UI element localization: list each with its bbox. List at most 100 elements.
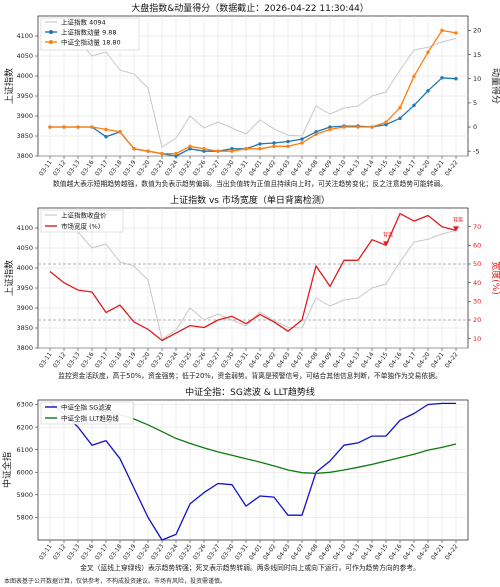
x-tick-label: 03-27 [206,543,222,561]
x-tick-label: 03-12 [52,351,68,369]
series-point-1 [314,130,318,134]
x-tick-label: 04-01 [248,543,264,561]
series-point-2 [314,132,318,136]
y-tick-label: 5800 [16,514,33,522]
x-tick-label: 03-13 [66,159,82,177]
x-tick-label: 04-16 [388,159,404,177]
series-point-2 [118,130,122,134]
legend-label-index: 上证指数 4094 [61,18,106,27]
x-tick-label: 03-11 [38,159,54,177]
x-tick-label: 04-13 [346,159,362,177]
x-tick-label: 03-17 [94,159,110,177]
x-tick-label: 03-31 [234,351,250,369]
x-tick-label: 03-31 [234,543,250,561]
x-tick-label: 04-08 [304,543,320,561]
y-tick-label: 4050 [16,244,33,252]
x-tick-label: 03-25 [178,543,194,561]
x-tick-label: 04-13 [346,351,362,369]
legend-marker-csi-momentum [49,40,53,44]
panel2-legend: 上证指数收盘价 市场宽度 (%) [40,209,124,233]
x-tick-label: 04-21 [430,159,446,177]
x-tick-label: 03-24 [164,351,180,369]
y-tick-label: 6000 [16,468,33,476]
x-tick-label: 04-14 [360,159,376,177]
x-tick-label: 03-19 [122,543,138,561]
x-tick-label: 03-26 [192,351,208,369]
x-tick-label: 04-17 [402,351,418,369]
series-point-2 [230,149,234,153]
x-tick-label: 04-15 [374,351,390,369]
x-tick-label: 03-18 [108,159,124,177]
series-point-1 [328,125,332,129]
x-tick-label: 03-20 [136,543,152,561]
panel1-legend: 上证指数 4094 上证指数动量 9.88 中证全指动量 18.80 [40,18,140,51]
panel2-y2label: 宽度(%) [490,261,500,295]
series-point-1 [300,137,304,141]
x-tick-label: 03-23 [150,351,166,369]
x-tick-label: 04-02 [262,543,278,561]
legend-label-index-momentum: 上证指数动量 9.88 [61,28,117,37]
x-tick-label: 03-19 [122,351,138,369]
series-point-1 [230,147,234,151]
x-tick-label: 03-11 [38,543,54,561]
series-point-1 [384,122,388,127]
y2-tick-label: 40 [473,279,481,287]
series-point-2 [104,127,108,132]
series-point-2 [272,144,276,149]
y2-tick-label: 70 [473,223,481,231]
x-tick-label: 04-07 [290,159,306,177]
panel1-ylabel: 上证指数 [3,68,15,104]
legend-label-breadth: 市场宽度 (%) [61,222,100,231]
y2-tick-label: 10 [473,75,481,83]
divergence-label: 背离 [453,216,463,223]
series-line-1 [49,212,457,342]
y-tick-label: 4000 [16,264,33,272]
x-tick-label: 04-16 [388,351,404,369]
series-point-1 [440,76,444,80]
x-tick-label: 03-30 [220,159,236,177]
x-tick-label: 04-09 [318,351,334,369]
series-point-2 [216,149,220,153]
y2-tick-label: 10 [473,335,481,343]
y-tick-label: 3800 [16,152,33,160]
series-point-1 [258,142,262,146]
divergence-marker [383,241,389,247]
y-tick-label: 3900 [16,112,33,120]
series-point-2 [426,50,430,54]
y-tick-label: 3850 [16,132,33,140]
x-tick-label: 04-20 [416,543,432,561]
x-tick-label: 04-22 [444,351,460,369]
x-tick-label: 03-16 [80,159,96,177]
x-tick-label: 04-07 [290,543,306,561]
y-tick-label: 3800 [16,344,33,352]
x-tick-label: 04-02 [262,351,278,369]
x-tick-label: 04-14 [360,543,376,561]
x-tick-label: 03-25 [178,351,194,369]
series-point-1 [412,103,416,108]
x-tick-label: 04-21 [430,543,446,561]
y-tick-label: 5900 [16,491,33,499]
x-tick-label: 03-20 [136,159,152,177]
panel1-title: 大盘指数&动量得分（数据截止：2026-04-22 11:30:44） [131,2,369,14]
series-point-2 [160,151,164,156]
x-tick-label: 03-27 [206,159,222,177]
series-point-1 [174,154,178,158]
legend-label-sg: 中证全指 SG滤波 [61,403,112,412]
series-point-1 [202,149,206,153]
panel3-caption: 金叉（蓝线上穿绿线）表示趋势转强；死叉表示趋势转弱。两条线同时向上或向下运行，可… [80,563,420,572]
series-point-2 [412,74,416,79]
y-tick-label: 6200 [16,423,33,431]
x-tick-label: 03-13 [66,543,82,561]
x-tick-label: 04-08 [304,351,320,369]
x-tick-label: 04-15 [374,543,390,561]
x-tick-label: 03-27 [206,351,222,369]
legend-label-csi-momentum: 中证全指动量 18.80 [61,38,121,47]
divergence-marker [453,226,459,232]
y-tick-label: 6300 [16,401,33,409]
y2-tick-label: 0 [473,123,477,131]
x-tick-label: 04-10 [332,351,348,369]
panel2-ylabel: 上证指数 [3,260,15,296]
series-point-1 [454,77,458,81]
series-point-1 [104,134,108,139]
x-tick-label: 04-03 [276,351,292,369]
